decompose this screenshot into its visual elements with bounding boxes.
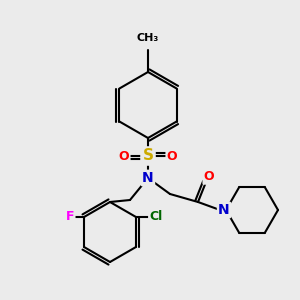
Text: O: O [204,170,214,184]
Text: CH₃: CH₃ [137,33,159,43]
Text: O: O [167,149,177,163]
Text: N: N [142,171,154,185]
Text: Cl: Cl [149,211,163,224]
Text: N: N [218,203,230,217]
Text: F: F [66,211,74,224]
Text: O: O [119,149,129,163]
Text: S: S [142,148,154,164]
